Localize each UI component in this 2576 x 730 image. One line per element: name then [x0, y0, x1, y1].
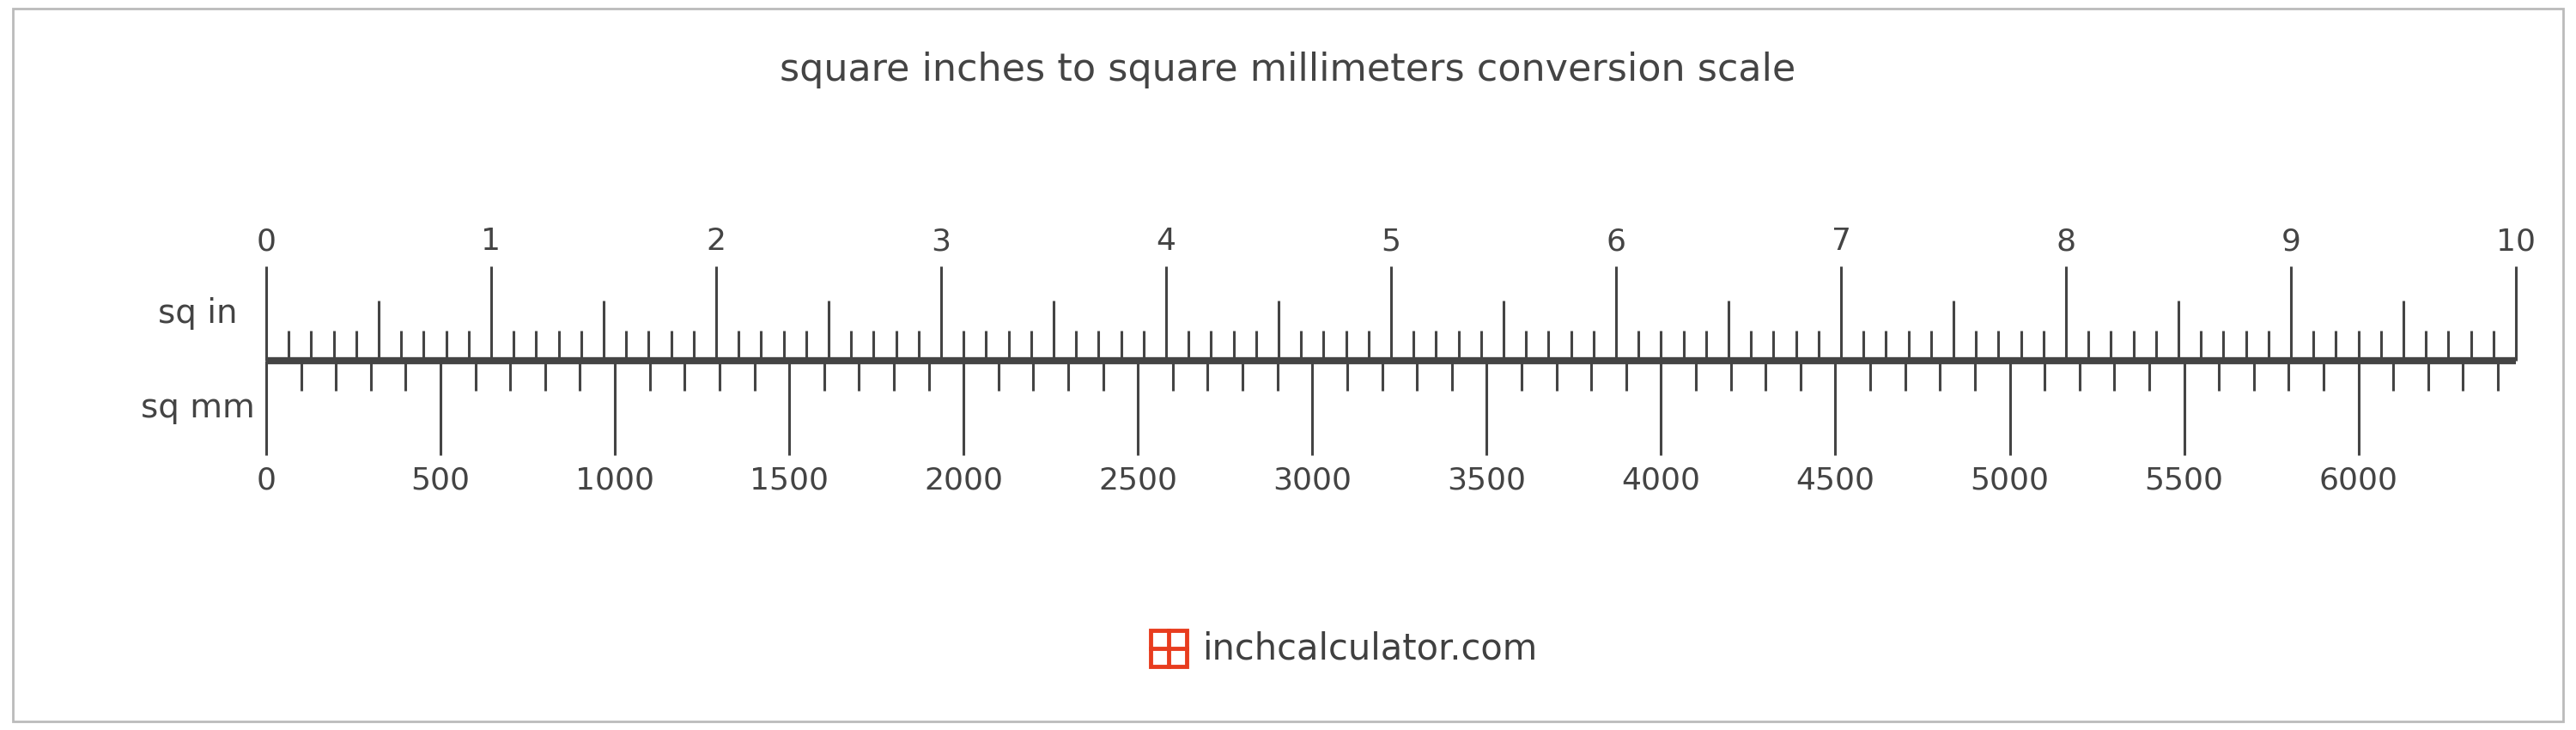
Text: 3500: 3500 [1448, 466, 1525, 495]
Text: 2500: 2500 [1097, 466, 1177, 495]
Text: 2: 2 [706, 227, 726, 256]
Text: 6000: 6000 [2318, 466, 2398, 495]
Text: 4500: 4500 [1795, 466, 1875, 495]
Text: inchcalculator.com: inchcalculator.com [1203, 631, 1538, 666]
Text: 1500: 1500 [750, 466, 829, 495]
Text: 8: 8 [2056, 227, 2076, 256]
Text: 1: 1 [482, 227, 500, 256]
Text: 0: 0 [255, 466, 276, 495]
Text: square inches to square millimeters conversion scale: square inches to square millimeters conv… [781, 52, 1795, 88]
Text: 0: 0 [255, 227, 276, 256]
Text: 1000: 1000 [574, 466, 654, 495]
Bar [1151, 631, 1188, 666]
Text: 10: 10 [2496, 227, 2535, 256]
Text: 5000: 5000 [1971, 466, 2050, 495]
Text: 3000: 3000 [1273, 466, 1352, 495]
Text: 9: 9 [2282, 227, 2300, 256]
Text: 3: 3 [933, 227, 951, 256]
Text: 2000: 2000 [925, 466, 1002, 495]
Text: 4: 4 [1157, 227, 1175, 256]
Text: sq mm: sq mm [142, 391, 255, 424]
Text: 4000: 4000 [1620, 466, 1700, 495]
Text: 5: 5 [1381, 227, 1401, 256]
Text: sq in: sq in [157, 297, 237, 330]
Text: 7: 7 [1832, 227, 1850, 256]
Text: 5500: 5500 [2146, 466, 2223, 495]
Text: 500: 500 [412, 466, 471, 495]
Text: 6: 6 [1607, 227, 1625, 256]
